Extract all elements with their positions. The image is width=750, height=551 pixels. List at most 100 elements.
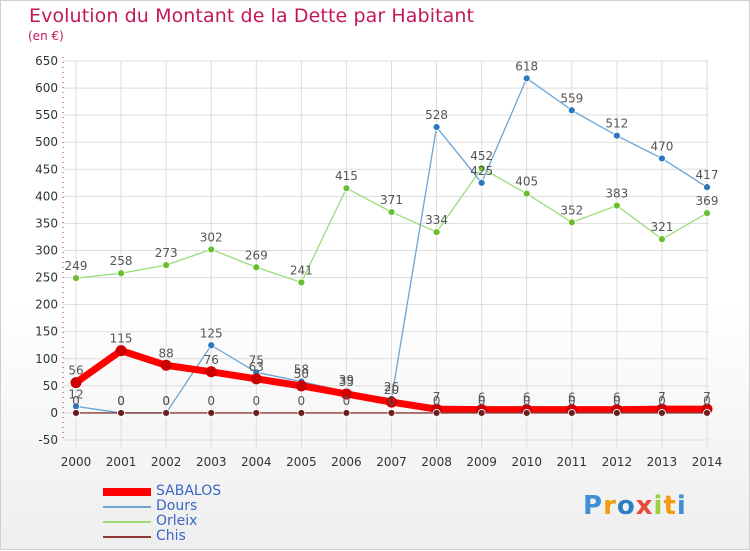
data-label-dours: 417: [696, 168, 719, 182]
data-label-orleix: 452: [470, 149, 493, 163]
data-point-chis: [612, 409, 621, 417]
data-point-orleix: [162, 261, 171, 270]
y-tick-label: 150: [35, 325, 58, 339]
data-point-chis: [387, 409, 396, 417]
data-label-sabalos: 6: [523, 391, 531, 405]
data-point-sabalos: [70, 377, 82, 389]
data-point-sabalos: [295, 380, 307, 392]
data-label-orleix: 371: [380, 193, 403, 207]
data-label-dours: 0: [162, 394, 170, 408]
x-tick-label: 2004: [241, 455, 272, 469]
data-label-chis: 0: [207, 394, 215, 408]
data-point-dours: [703, 183, 711, 192]
logo-letter: t: [663, 491, 677, 521]
data-label-orleix: 241: [290, 263, 313, 277]
data-label-chis: 0: [478, 394, 486, 408]
data-label-sabalos: 7: [658, 390, 666, 404]
x-tick-label: 2013: [647, 455, 678, 469]
data-point-orleix: [703, 209, 711, 218]
y-tick-label: 450: [35, 162, 58, 176]
data-label-dours: 39: [339, 373, 354, 387]
data-point-orleix: [387, 208, 396, 216]
data-label-orleix: 369: [696, 194, 719, 208]
data-point-orleix: [207, 245, 216, 254]
y-tick-label: 300: [35, 244, 58, 258]
data-label-chis: 0: [613, 394, 621, 408]
data-label-orleix: 302: [200, 230, 223, 244]
data-point-dours: [522, 74, 531, 83]
data-label-orleix: 415: [335, 169, 358, 183]
data-label-dours: 58: [294, 363, 309, 377]
data-label-dours: 559: [560, 91, 583, 105]
data-label-dours: 75: [249, 353, 264, 367]
data-point-sabalos: [160, 359, 172, 371]
x-tick-label: 2001: [106, 455, 137, 469]
y-tick-label: 500: [35, 135, 58, 149]
y-tick-label: 650: [35, 54, 58, 68]
x-tick-label: 2009: [466, 455, 497, 469]
data-point-chis: [207, 409, 216, 417]
chart-title: Evolution du Montant de la Dette par Hab…: [29, 5, 475, 27]
logo-letter: P: [583, 491, 604, 521]
data-label-dours: 618: [515, 59, 538, 73]
data-label-chis: 0: [568, 394, 576, 408]
x-tick-label: 2005: [286, 455, 317, 469]
data-label-chis: 0: [343, 394, 351, 408]
y-tick-label: 400: [35, 189, 58, 203]
data-point-chis: [117, 409, 125, 417]
data-point-chis: [658, 409, 666, 417]
chart-unit: (en €): [28, 29, 64, 43]
data-point-orleix: [72, 274, 80, 283]
data-point-dours: [658, 154, 666, 163]
data-point-chis: [342, 409, 351, 417]
legend-swatch-sabalos: [103, 488, 151, 496]
legend-label-sabalos: SABALOS: [156, 483, 222, 499]
data-label-sabalos: 50: [294, 367, 309, 381]
data-label-chis: 0: [388, 394, 396, 408]
y-tick-label: 350: [35, 216, 58, 230]
data-point-orleix: [117, 269, 125, 278]
data-point-orleix: [658, 235, 666, 244]
data-label-chis: 0: [252, 394, 260, 408]
data-label-orleix: 383: [605, 187, 628, 201]
data-label-dours: 26: [384, 380, 399, 394]
data-point-chis: [252, 409, 261, 417]
data-point-dours: [432, 123, 441, 131]
data-point-orleix: [522, 189, 531, 198]
data-label-chis: 0: [298, 394, 306, 408]
data-point-orleix: [342, 184, 351, 193]
data-label-dours: 12: [68, 387, 83, 401]
data-label-sabalos: 6: [568, 391, 576, 405]
data-label-orleix: 405: [515, 175, 538, 189]
legend-swatch-orleix: [103, 521, 151, 523]
y-tick-label: 0: [50, 406, 58, 420]
data-point-dours: [612, 131, 621, 140]
data-label-chis: 0: [658, 394, 666, 408]
data-point-chis: [567, 409, 576, 417]
data-label-chis: 0: [703, 394, 711, 408]
data-point-chis: [432, 409, 441, 417]
x-tick-label: 2006: [331, 455, 362, 469]
data-point-chis: [477, 409, 486, 417]
data-point-dours: [477, 178, 486, 187]
data-point-chis: [72, 409, 80, 417]
logo-letter: i: [676, 491, 687, 521]
data-point-orleix: [432, 228, 441, 236]
logo-letter: i: [653, 491, 664, 521]
data-label-chis: 0: [117, 394, 125, 408]
data-label-sabalos: 56: [68, 364, 83, 378]
x-tick-label: 2003: [196, 455, 227, 469]
x-tick-label: 2008: [421, 455, 452, 469]
data-label-sabalos: 20: [384, 383, 399, 397]
logo-letter: o: [616, 491, 636, 521]
y-tick-label: 550: [35, 108, 58, 122]
data-label-dours: 528: [425, 108, 448, 122]
data-point-orleix: [477, 164, 486, 173]
data-label-chis: 0: [433, 394, 441, 408]
data-label-sabalos: 6: [478, 391, 486, 405]
data-point-orleix: [567, 218, 576, 227]
logo-letter: r: [603, 491, 617, 521]
y-tick-label: 600: [35, 81, 58, 95]
data-point-sabalos: [205, 366, 217, 378]
